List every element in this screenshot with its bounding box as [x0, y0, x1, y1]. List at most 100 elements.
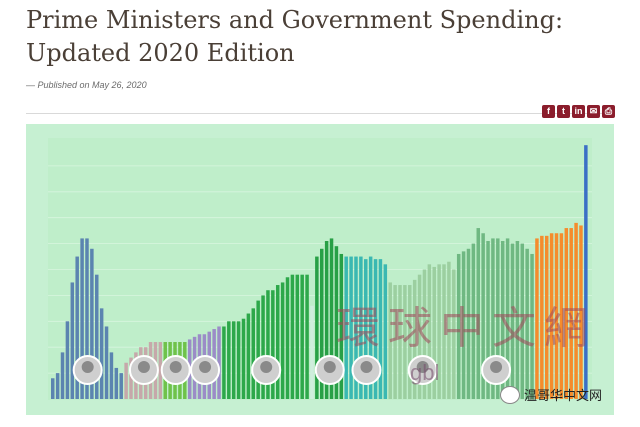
bar [354, 256, 358, 399]
bar [329, 238, 334, 399]
wechat-badge: 温哥华中文网 [500, 385, 602, 404]
site-watermark: gbl [410, 360, 440, 385]
bar [564, 228, 569, 399]
bar [217, 326, 221, 399]
bar [584, 145, 588, 399]
bar [285, 277, 290, 399]
bar [417, 274, 422, 399]
twitter-icon[interactable]: t [557, 105, 570, 118]
bar [427, 264, 432, 399]
bar [466, 248, 471, 399]
wechat-label: 温哥华中文网 [524, 389, 603, 404]
portrait-face [81, 361, 94, 373]
bar [505, 238, 510, 399]
bar [246, 313, 251, 399]
portrait-face [416, 361, 429, 373]
page-title: Prime Ministers and Government Spending:… [26, 6, 564, 67]
bar [349, 256, 353, 399]
bar [129, 357, 133, 399]
bar [554, 233, 559, 399]
bar [496, 238, 500, 399]
bar [569, 228, 573, 399]
bar [491, 238, 495, 399]
bar [324, 241, 329, 399]
bar [109, 352, 114, 399]
bar [500, 241, 505, 399]
bar [476, 228, 480, 399]
bar [442, 264, 446, 399]
bar [378, 259, 383, 399]
portrait-face [323, 361, 336, 373]
bar [320, 248, 324, 399]
bar [515, 241, 520, 399]
bar [290, 274, 295, 399]
bar [90, 248, 94, 399]
share-toolbar: f t in ✉ ⎙ [542, 105, 615, 118]
bar [51, 378, 55, 399]
bar [256, 300, 260, 399]
bar [481, 233, 485, 399]
bar [251, 308, 256, 399]
bar [55, 373, 60, 399]
facebook-icon[interactable]: f [542, 105, 555, 118]
bar [95, 274, 99, 399]
bar [359, 256, 363, 399]
bar [383, 264, 388, 399]
bar [344, 256, 348, 399]
bar [461, 251, 466, 399]
bar [559, 233, 564, 399]
bar [119, 373, 123, 399]
bar [60, 352, 65, 399]
bar [437, 264, 441, 399]
bar [579, 225, 583, 399]
bar [261, 295, 265, 399]
bar [70, 282, 75, 399]
bar [99, 308, 104, 399]
bar [65, 321, 70, 399]
email-icon[interactable]: ✉ [587, 105, 600, 118]
bar [280, 282, 285, 399]
published-date: — Published on May 26, 2020 [26, 80, 147, 90]
portraits [72, 355, 512, 385]
bar [364, 259, 368, 399]
bar [520, 243, 525, 399]
bar [315, 256, 319, 399]
bar [305, 274, 309, 399]
bar [227, 321, 231, 399]
bar [334, 246, 339, 399]
bar [236, 321, 241, 399]
bar [266, 290, 270, 399]
bar-chart-svg [26, 124, 614, 415]
bar [525, 248, 529, 399]
bar [373, 259, 378, 399]
bar [275, 285, 280, 399]
linkedin-icon[interactable]: in [572, 105, 585, 118]
wechat-icon [500, 385, 520, 404]
portrait-face [260, 361, 273, 373]
divider [26, 113, 614, 114]
bar [222, 326, 226, 399]
bar [368, 256, 373, 399]
bar [310, 305, 314, 399]
bar [104, 326, 109, 399]
bar [486, 241, 490, 399]
bar [114, 367, 119, 399]
bar [540, 235, 544, 399]
bar [549, 233, 554, 399]
bar [241, 318, 246, 399]
watermark-text: 環球中文網 [336, 303, 596, 354]
bar [158, 342, 163, 399]
bar [398, 285, 402, 399]
bar [75, 256, 79, 399]
portrait-face [199, 361, 212, 373]
bar [452, 269, 456, 399]
bar [574, 222, 578, 399]
bar [408, 285, 412, 399]
bar [422, 269, 427, 399]
portrait-face [490, 361, 503, 373]
bar [85, 238, 89, 399]
bar [124, 362, 128, 399]
print-icon[interactable]: ⎙ [602, 105, 615, 118]
bar [300, 274, 304, 399]
bar [231, 321, 236, 399]
